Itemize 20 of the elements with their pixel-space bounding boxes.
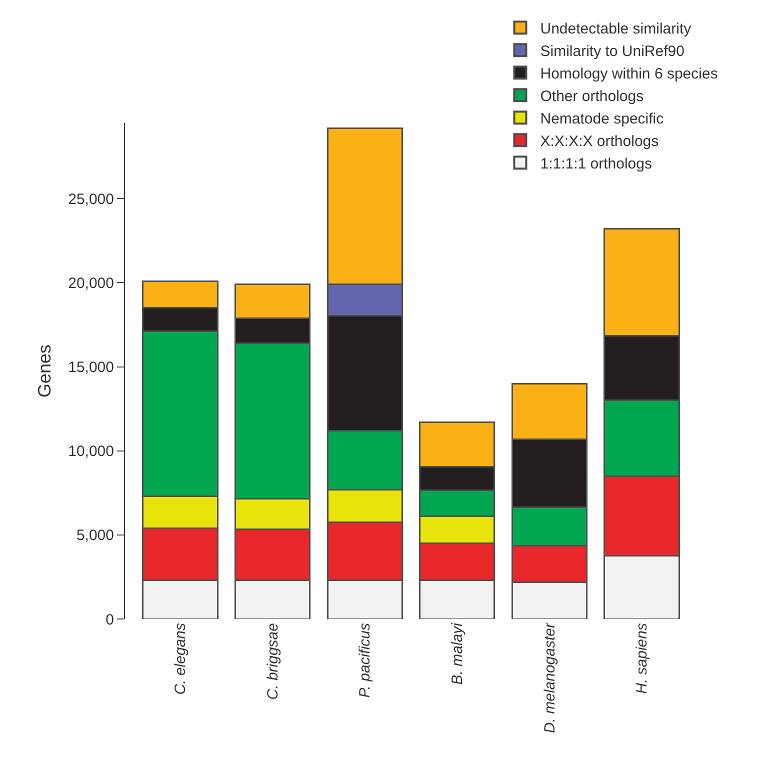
y-tick-label: 0: [106, 611, 114, 628]
legend-label: 1:1:1:1 orthologs: [540, 156, 652, 172]
legend-label: Homology within 6 species: [540, 66, 718, 82]
y-tick-label: 5,000: [76, 527, 114, 544]
y-tick-label: 25,000: [68, 190, 114, 208]
x-tick-label: P. pacificus: [356, 622, 374, 698]
legend-label: X:X:X:X orthologs: [540, 133, 659, 150]
legend-label: Undetectable similarity: [540, 20, 692, 38]
x-tick-label: D. melanogaster: [541, 622, 558, 734]
x-tick-label: C. elegans: [172, 622, 190, 695]
y-tick-label: 10,000: [68, 443, 114, 460]
y-tick-label: 20,000: [68, 274, 114, 292]
y-axis-title: Genes: [34, 344, 54, 398]
legend-label: Other orthologs: [540, 88, 644, 105]
legend-label: Similarity to UniRef90: [540, 43, 684, 60]
x-tick-label: H. sapiens: [634, 622, 651, 694]
legend-label: Nematode specific: [540, 110, 664, 128]
x-tick-label: C. briggsae: [264, 623, 282, 700]
x-tick-label: B. malayi: [449, 622, 466, 685]
y-tick-label: 15,000: [68, 359, 114, 376]
